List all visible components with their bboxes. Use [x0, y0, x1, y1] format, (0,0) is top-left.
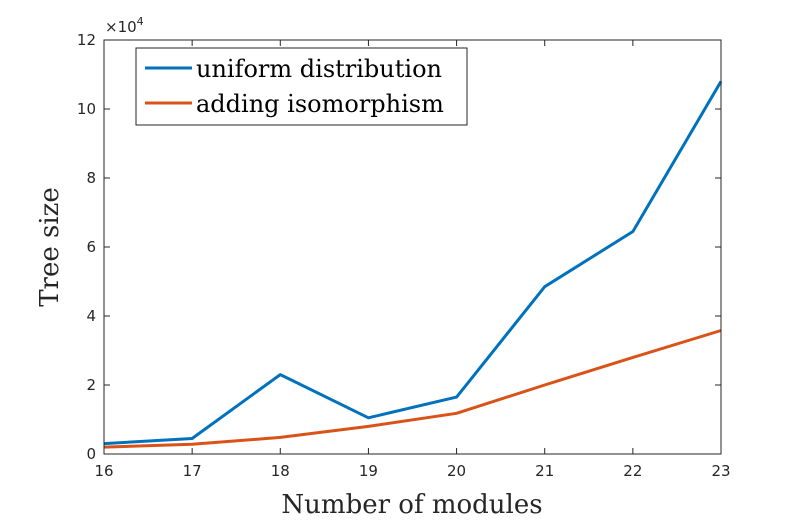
y-tick-label-8: 8 [86, 169, 96, 187]
series-layer [103, 80, 723, 449]
y-tick-label-6: 6 [86, 238, 96, 256]
y-exponent-label: ×104 [105, 15, 144, 36]
legend-label-adding-isomorphism: adding isomorphism [196, 90, 444, 118]
y-axis-label: Tree size [35, 187, 65, 307]
y-tick-label-12: 12 [77, 31, 96, 49]
x-tick-label-21: 21 [535, 462, 554, 480]
y-tick-label-0: 0 [86, 445, 96, 463]
legend-box [135, 47, 468, 126]
x-tick-label-18: 18 [271, 462, 290, 480]
x-axis-label: Number of modules [281, 490, 542, 520]
x-tick-label-16: 16 [94, 462, 113, 480]
legend-label-uniform-distribution: uniform distribution [196, 55, 442, 83]
legend: uniform distribution adding isomorphism [135, 47, 468, 126]
series-line-uniform-distribution [103, 80, 723, 446]
y-tick-label-4: 4 [86, 307, 96, 325]
x-tick-label-23: 23 [711, 462, 730, 480]
y-tick-label-10: 10 [77, 100, 96, 118]
ticks-layer: 16 17 18 19 20 21 22 23 0 2 4 6 8 10 12 [77, 31, 731, 480]
series-line-adding-isomorphism [103, 329, 722, 449]
x-tick-label-19: 19 [359, 462, 378, 480]
x-tick-label-17: 17 [183, 462, 202, 480]
y-tick-label-2: 2 [86, 376, 96, 394]
x-tick-label-22: 22 [623, 462, 642, 480]
x-tick-label-20: 20 [447, 462, 466, 480]
